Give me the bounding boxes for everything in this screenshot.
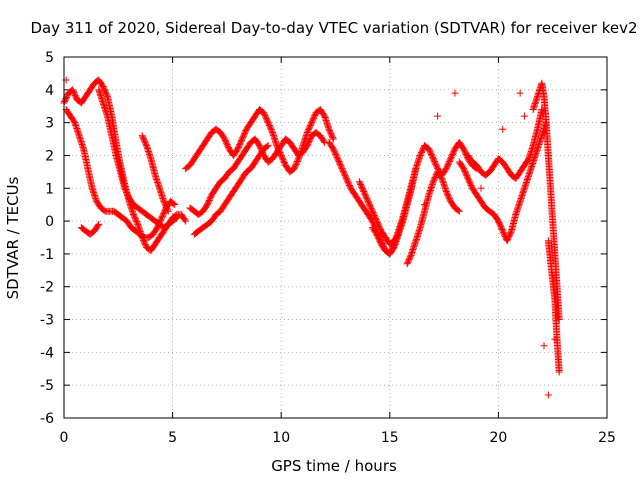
y-tick-label: 3 xyxy=(45,116,54,132)
y-tick-label: 1 xyxy=(45,181,54,197)
data-point xyxy=(170,200,178,208)
data-point xyxy=(516,89,524,97)
y-tick-label: 0 xyxy=(45,214,54,230)
data-point xyxy=(181,216,189,224)
data-point xyxy=(390,241,398,249)
data-point xyxy=(268,127,276,135)
data-point xyxy=(171,201,179,209)
y-tick-label: 2 xyxy=(45,148,54,164)
y-tick-label: -4 xyxy=(40,345,54,361)
data-point xyxy=(551,335,559,343)
data-point xyxy=(520,112,528,120)
data-point xyxy=(421,201,429,209)
y-tick-label: -5 xyxy=(40,378,54,394)
data-point xyxy=(455,207,463,215)
data-point xyxy=(95,220,103,228)
x-tick-label: 25 xyxy=(598,430,616,446)
x-tick-label: 5 xyxy=(168,430,177,446)
x-tick-label: 0 xyxy=(60,430,69,446)
x-tick-label: 10 xyxy=(272,430,290,446)
data-point xyxy=(320,137,328,145)
data-point xyxy=(173,214,181,222)
data-point xyxy=(164,207,172,215)
data-point xyxy=(263,142,271,150)
data-point xyxy=(507,228,515,236)
chart-title: Day 311 of 2020, Sidereal Day-to-day VTE… xyxy=(30,19,637,37)
y-tick-label: 4 xyxy=(45,83,54,99)
data-point xyxy=(172,215,180,223)
data-point xyxy=(103,91,111,99)
y-tick-label: -2 xyxy=(40,280,54,296)
data-point xyxy=(544,391,552,399)
x-tick-label: 15 xyxy=(381,430,399,446)
data-point xyxy=(555,368,563,376)
plot-frame xyxy=(63,56,608,419)
data-point xyxy=(477,184,485,192)
data-point xyxy=(499,125,507,133)
axis-ticks: 0 5 10 15 20 25 -6 -5 -4 -3 -2 -1 0 1 2 3 4 5 xyxy=(40,50,616,446)
y-tick-label: -6 xyxy=(40,411,54,427)
data-point xyxy=(329,135,337,143)
data-point xyxy=(451,89,459,97)
x-tick-label: 20 xyxy=(489,430,507,446)
data-point xyxy=(329,134,337,142)
data-point xyxy=(407,251,415,259)
y-tick-label: 5 xyxy=(45,50,54,66)
x-axis-title: GPS time / hours xyxy=(271,457,397,475)
y-tick-label: -3 xyxy=(40,313,54,329)
data-point xyxy=(264,142,272,150)
data-point xyxy=(454,206,462,214)
y-tick-label: -1 xyxy=(40,247,54,263)
data-point xyxy=(182,217,190,225)
data-point xyxy=(294,156,302,164)
data-point xyxy=(94,222,102,230)
data-point xyxy=(133,219,141,227)
data-point xyxy=(540,342,548,350)
data-point xyxy=(434,112,442,120)
grid xyxy=(64,57,607,418)
data-point xyxy=(164,206,172,214)
data-points xyxy=(60,76,563,399)
data-point xyxy=(142,140,150,148)
y-axis-title: SDTVAR / TECUs xyxy=(4,176,22,299)
